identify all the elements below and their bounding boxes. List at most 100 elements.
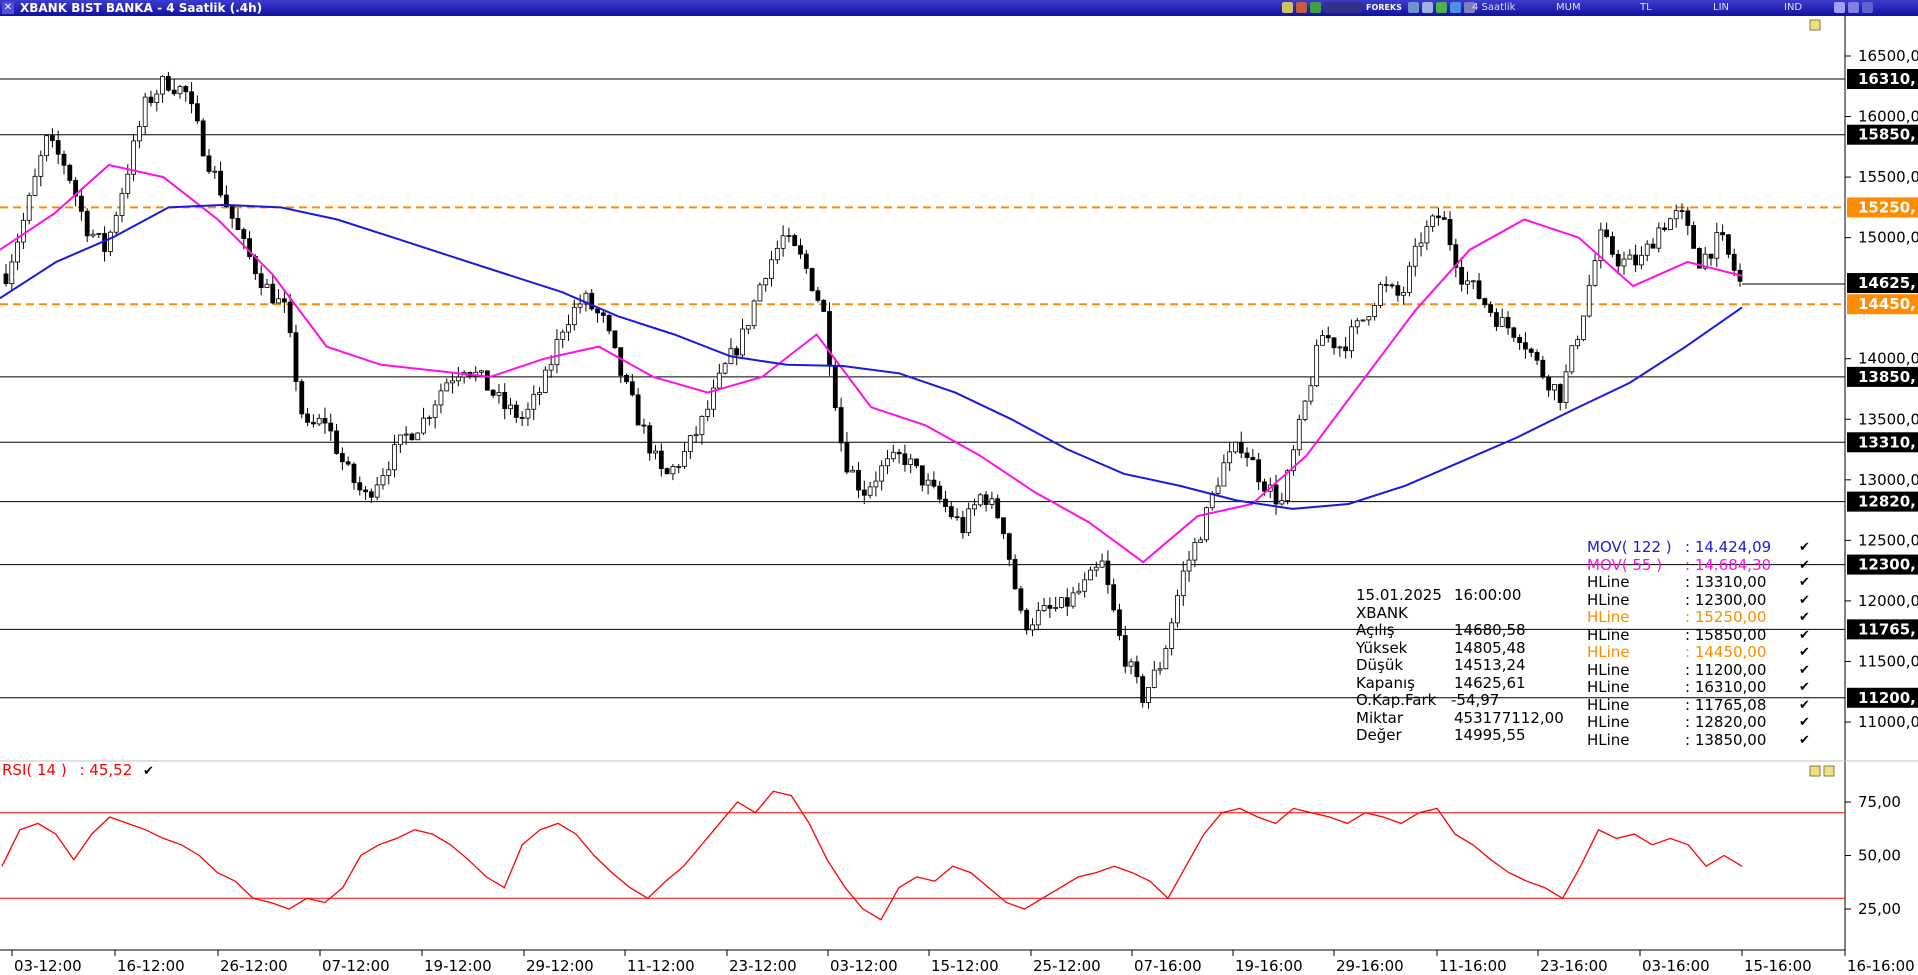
candle-body [1615, 253, 1621, 267]
candle-body [392, 444, 397, 471]
x-tick-label: 26-12:00 [220, 957, 288, 975]
candle-body [9, 261, 15, 285]
grid-icon[interactable] [1408, 2, 1419, 13]
candle-body [299, 381, 305, 415]
scale-selector[interactable]: LIN [1713, 2, 1730, 13]
legend-check-icon[interactable]: ✔ [1799, 680, 1810, 695]
legend-check-icon[interactable]: ✔ [1799, 557, 1810, 573]
chart-style-selector[interactable]: MUM [1556, 2, 1581, 13]
legend-check-icon[interactable]: ✔ [1799, 575, 1810, 590]
info-row: O.Kap.Fark -54,97 [1356, 691, 1576, 710]
candle-body [1453, 244, 1459, 268]
legend-value: : 13310,00 [1685, 573, 1767, 591]
candle-body [421, 417, 426, 434]
info-value: 14680,58 [1454, 621, 1526, 639]
rsi-y-tick-label: 50,00 [1858, 847, 1901, 865]
candle-body [1041, 605, 1047, 612]
rsi-collapse-icon[interactable] [1809, 765, 1821, 777]
candle-body [1354, 320, 1360, 328]
candle-body [1215, 485, 1221, 494]
info-row: Açılış 14680,58 [1356, 621, 1576, 640]
candle-body [786, 235, 792, 237]
candle-body [577, 303, 583, 308]
legend-value: : 14.684,30 [1685, 555, 1772, 574]
info-value: 14805,48 [1454, 638, 1526, 657]
y-tick-label: 15500,00 [1858, 168, 1918, 186]
legend-check-icon[interactable]: ✔ [1799, 610, 1810, 625]
close-window-icon[interactable] [1862, 2, 1873, 13]
legend-check-icon[interactable]: ✔ [1799, 645, 1810, 660]
candle-body [896, 451, 902, 455]
candle-body [223, 194, 229, 207]
candle-body [1140, 676, 1146, 703]
candle-body [838, 407, 844, 444]
candle-body [566, 324, 571, 333]
candle-body [589, 292, 595, 310]
currency-selector[interactable]: TL [1640, 2, 1652, 13]
candle-body [1731, 253, 1737, 271]
period-selector[interactable]: 4 Saatlik [1472, 2, 1516, 13]
candle-body [15, 241, 20, 263]
candle-body [1726, 234, 1731, 255]
rsi-check-icon[interactable]: ✔ [143, 764, 154, 779]
candle-body [496, 392, 502, 396]
candle-body [1714, 232, 1720, 259]
ohlc-info-panel: 15.01.2025 16:00:00 XBANK Açılış 14680,58… [1356, 586, 1576, 745]
legend-check-icon[interactable]: ✔ [1799, 592, 1810, 608]
legend-check-icon[interactable]: ✔ [1799, 662, 1810, 678]
candle-body [925, 479, 931, 486]
candle-body [1001, 517, 1006, 535]
candle-body [1122, 635, 1128, 667]
close-icon[interactable]: ✕ [2, 2, 14, 14]
legend-check-icon[interactable]: ✔ [1799, 732, 1810, 748]
x-tick-label: 07-12:00 [322, 957, 390, 975]
candle-body [397, 434, 403, 446]
candle-body [1302, 400, 1308, 420]
candle-body [148, 96, 154, 104]
pencil-icon[interactable] [1436, 2, 1447, 13]
legend-check-icon[interactable]: ✔ [1799, 715, 1810, 730]
candle-body [363, 489, 368, 493]
candle-body [1099, 560, 1105, 568]
candle-body [885, 458, 890, 467]
candle-body [687, 435, 693, 452]
candle-body [774, 247, 780, 261]
minimize-icon[interactable] [1848, 2, 1859, 13]
candle-body [1650, 243, 1656, 249]
candle-body [316, 417, 322, 425]
chart-area[interactable]: 16500,00 16000,00 15500,00 15000,00 14000,00… [0, 16, 1918, 975]
candle-body [635, 394, 641, 426]
candle-body [1337, 346, 1343, 349]
settings-icon[interactable] [1296, 2, 1307, 13]
chart-icon[interactable] [1282, 2, 1293, 13]
candle-body [1563, 371, 1569, 403]
tools-icon[interactable] [1464, 2, 1475, 13]
candle-body [792, 235, 798, 247]
candle-body [1470, 280, 1476, 283]
candle-body [995, 498, 1001, 519]
candle-body [1146, 687, 1151, 703]
candle-body [322, 417, 328, 424]
legend-check-icon[interactable]: ✔ [1799, 697, 1810, 713]
indicator-selector[interactable]: IND [1784, 2, 1803, 13]
candle-body [1262, 481, 1267, 492]
candle-body [583, 292, 589, 305]
legend-row: HLine: 13850,00 ✔ [1587, 731, 1817, 750]
link-icon[interactable] [1834, 2, 1845, 13]
legend-value: : 12300,00 [1685, 590, 1767, 609]
candle-body [653, 450, 658, 454]
candle-body [1639, 254, 1644, 266]
y-tick-label: 12000,00 [1858, 592, 1918, 610]
legend-check-icon[interactable]: ✔ [1799, 627, 1810, 643]
candle-body [96, 233, 102, 235]
legend-value: : 16310,00 [1685, 678, 1767, 696]
flag-icon[interactable] [1310, 2, 1321, 13]
rsi-close-icon[interactable] [1823, 765, 1835, 777]
legend-check-icon[interactable]: ✔ [1799, 540, 1810, 555]
gear-icon[interactable] [1450, 2, 1461, 13]
x-tick-label: 23-12:00 [729, 957, 797, 975]
candle-body [960, 517, 966, 534]
draw-icon[interactable] [1422, 2, 1433, 13]
candle-body [1111, 584, 1117, 611]
panel-collapse-icon[interactable] [1809, 19, 1821, 31]
